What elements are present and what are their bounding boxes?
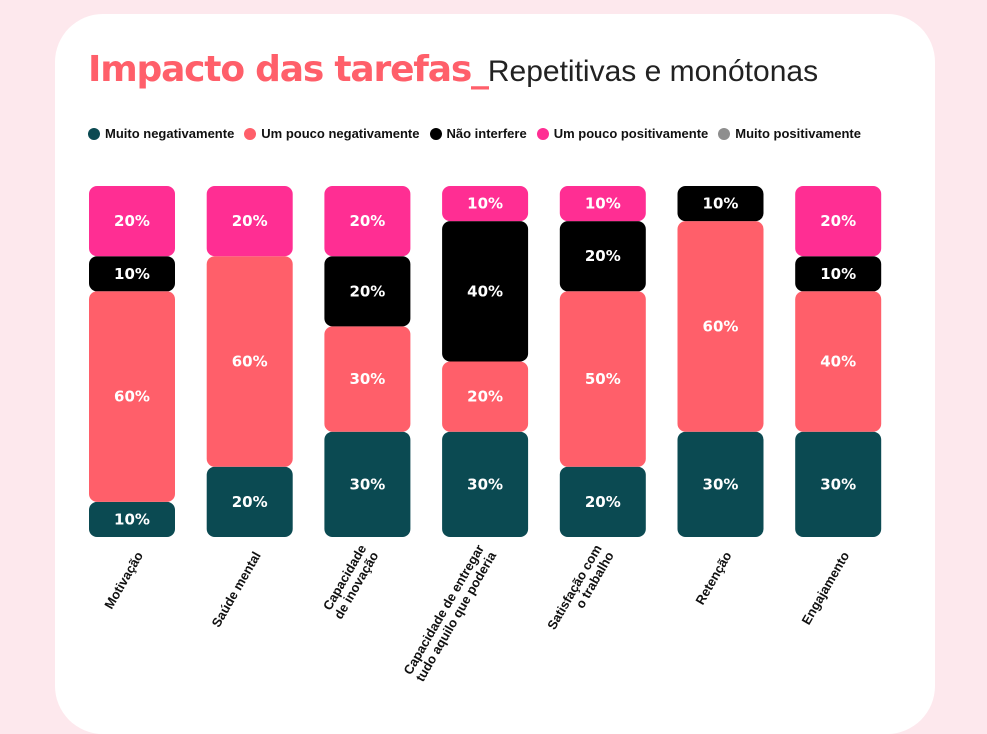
bar-segment (442, 186, 529, 222)
legend-item: Um pouco negativamente (244, 126, 420, 141)
legend-dot-icon (718, 127, 731, 140)
bar-segment (324, 326, 411, 432)
data-label: 20% (114, 212, 150, 230)
data-label: 30% (349, 475, 385, 493)
data-label: 60% (114, 388, 150, 406)
legend-label: Muito negativamente (105, 126, 235, 141)
data-label: 20% (349, 282, 385, 300)
chart-title: Impacto das tarefas_Repetitivas e monóto… (88, 52, 818, 88)
bar-segment (677, 431, 764, 537)
data-label: 30% (703, 475, 739, 493)
data-label: 20% (232, 212, 268, 230)
data-label: 10% (114, 265, 150, 283)
legend-dot-icon (536, 127, 549, 140)
category-label: Engajamento (798, 549, 852, 627)
category-label: Retenção (692, 549, 734, 607)
legend-item: Muito positivamente (718, 126, 861, 141)
data-label: 40% (820, 353, 856, 371)
category-label-line: Capacidade de entregar (400, 542, 487, 677)
data-label: 20% (467, 388, 503, 406)
legend-dot-icon (88, 127, 100, 140)
data-label: 10% (703, 195, 739, 213)
bar-segment (324, 256, 411, 327)
data-label: 20% (232, 493, 268, 511)
data-label: 20% (585, 493, 621, 511)
category-label: Motivação (101, 549, 146, 612)
bar-segment (795, 256, 882, 292)
legend-item: Um pouco positivamente (536, 126, 709, 141)
category-label-line: Motivação (101, 549, 146, 612)
legend-item: Não interfere (429, 126, 527, 141)
bar-segment (324, 431, 411, 537)
bar-segment (89, 291, 175, 502)
data-label: 30% (467, 475, 503, 493)
bar-segment (559, 291, 646, 467)
bar-segment (89, 501, 175, 537)
data-label: 10% (820, 265, 856, 283)
bar-segment (795, 186, 882, 257)
data-label: 10% (585, 195, 621, 213)
bar-segment (442, 221, 529, 362)
bar-segment (559, 466, 646, 537)
bar-segment (442, 431, 529, 537)
bar-segment (89, 256, 175, 292)
bar-segment (206, 186, 293, 257)
category-label: Saúde mental (209, 549, 264, 630)
bar-segment (442, 361, 529, 432)
bar-segment (89, 186, 175, 257)
category-label-line: tudo aquilo que poderia (412, 548, 499, 684)
data-label: 30% (820, 475, 856, 493)
legend-dot-icon (244, 127, 257, 140)
category-label-line: Engajamento (798, 549, 852, 627)
bar-segment (559, 221, 646, 292)
data-label: 30% (349, 370, 385, 388)
bar-segment (795, 431, 882, 537)
data-label: 20% (820, 212, 856, 230)
legend-label: Um pouco negativamente (261, 126, 420, 141)
title-light: Repetitivas e monótonas (487, 55, 819, 88)
title-bold: Impacto das tarefas_ (88, 49, 489, 90)
bar-segment (677, 186, 764, 222)
data-label: 60% (232, 353, 268, 371)
category-label-line: Retenção (692, 549, 734, 607)
data-label: 20% (349, 212, 385, 230)
legend-dot-icon (429, 127, 442, 140)
legend-item: Muito negativamente (88, 126, 234, 141)
bar-segment (559, 186, 646, 222)
bar-segment (677, 221, 764, 432)
data-label: 10% (467, 195, 503, 213)
legend-label: Muito positivamente (735, 126, 861, 141)
category-label-line: Saúde mental (209, 549, 264, 630)
data-label: 10% (114, 510, 150, 528)
data-label: 40% (467, 282, 503, 300)
bar-segment (324, 186, 411, 257)
bar-segment (206, 466, 293, 537)
data-label: 60% (703, 317, 739, 335)
data-label: 20% (585, 247, 621, 265)
data-label: 50% (585, 370, 621, 388)
legend-label: Não interfere (446, 126, 527, 141)
legend: Muito negativamente Um pouco negativament… (88, 126, 871, 141)
bar-segment (206, 256, 293, 467)
bar-segment (795, 291, 882, 432)
legend-label: Um pouco positivamente (553, 126, 709, 141)
